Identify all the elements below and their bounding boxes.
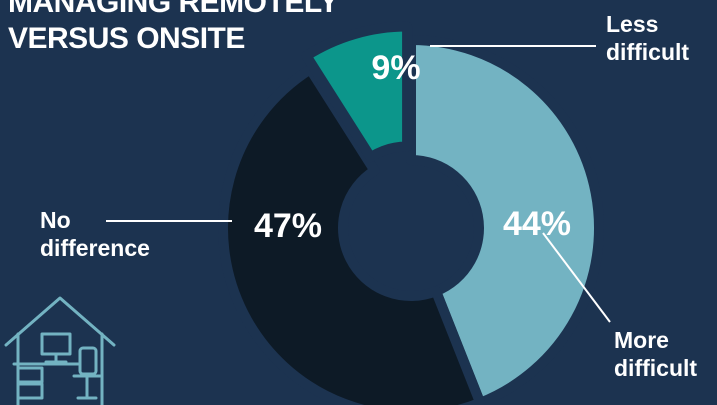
percentage-labels: 44% 47% 9% (254, 49, 571, 245)
chart-title-line-2: VERSUS ONSITE (8, 22, 245, 55)
donut-slices (218, 21, 604, 405)
category-label-no-difference-line-1: No (40, 207, 71, 233)
leader-lines (106, 45, 611, 323)
category-label-more-difficult-line-1: More (614, 327, 669, 353)
percent-label-more-difficult: 44% (503, 205, 571, 243)
category-label-no-difference: No difference (40, 206, 150, 262)
leader-line-more-difficult (542, 232, 611, 323)
category-label-more-difficult-line-2: difficult (614, 355, 698, 381)
category-label-less-difficult-line-1: Less (606, 11, 659, 37)
home-office-icon (4, 296, 116, 405)
slice-less-difficult (301, 21, 413, 163)
chart-title-line-1: MANAGING REMOTELY (8, 0, 339, 19)
category-label-no-difference-line-2: difference (40, 235, 150, 261)
category-label-less-difficult: Less difficult (606, 10, 689, 66)
percent-label-no-difference: 47% (254, 207, 322, 245)
category-label-less-difficult-line-2: difficult (606, 39, 690, 65)
slice-more-difficult (406, 35, 604, 405)
category-label-more-difficult: More difficult (614, 326, 697, 382)
slice-no-difference (218, 64, 486, 405)
percent-label-less-difficult: 9% (371, 49, 420, 87)
